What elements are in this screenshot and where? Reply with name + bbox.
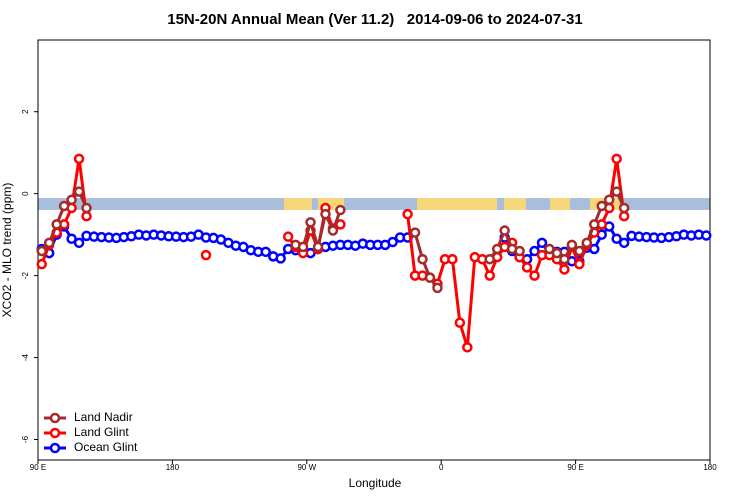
data-point <box>603 194 615 206</box>
data-point <box>51 219 62 230</box>
land-band <box>550 198 570 210</box>
data-point <box>611 233 622 244</box>
land-band <box>504 198 526 210</box>
x-tick-label: 0 <box>439 463 444 472</box>
data-point <box>81 202 92 214</box>
data-point <box>73 237 85 249</box>
data-point <box>618 237 630 249</box>
chart-title: 15N-20N Annual Mean (Ver 11.2) 2014-09-0… <box>167 11 582 28</box>
data-point <box>297 241 309 253</box>
data-point <box>611 153 622 165</box>
ocean-band <box>38 198 710 210</box>
plot-frame <box>37 39 711 461</box>
land-band <box>417 198 497 210</box>
data-point <box>462 342 473 353</box>
data-point <box>260 246 271 258</box>
data-point <box>536 237 548 249</box>
data-point <box>596 200 607 212</box>
data-point <box>36 258 47 270</box>
data-point <box>320 208 331 220</box>
data-point <box>73 153 85 165</box>
data-point <box>529 245 540 257</box>
data-point <box>275 253 286 264</box>
data-point <box>312 241 324 253</box>
data-point <box>529 270 540 281</box>
x-tick-label: 90 E <box>30 463 46 472</box>
legend-marker <box>49 427 61 439</box>
data-point <box>81 210 92 222</box>
data-point <box>43 237 55 249</box>
y-tick-label: 0 <box>21 191 30 196</box>
data-point <box>424 272 436 283</box>
data-point <box>491 243 503 255</box>
y-tick-label: -6 <box>21 435 30 443</box>
data-point <box>521 262 533 273</box>
data-point <box>402 208 413 220</box>
legend-label: Ocean Glint <box>74 440 138 454</box>
data-point <box>611 186 622 197</box>
y-tick-label: 2 <box>21 109 30 114</box>
data-point <box>335 204 346 216</box>
data-point <box>551 247 563 259</box>
data-point <box>589 219 600 230</box>
data-point <box>559 253 570 265</box>
x-tick-label: 90 E <box>567 463 583 472</box>
data-point <box>566 239 578 251</box>
data-point <box>58 200 70 212</box>
data-point <box>618 210 630 222</box>
data-point <box>484 253 495 265</box>
y-tick-label: -2 <box>21 272 30 280</box>
data-point <box>499 225 510 236</box>
data-point <box>581 237 593 249</box>
data-point <box>574 245 585 257</box>
data-point <box>432 282 443 294</box>
data-point <box>484 270 495 281</box>
data-point <box>327 225 339 236</box>
data-point <box>454 317 466 328</box>
legend-label: Land Nadir <box>74 410 133 424</box>
data-point <box>514 245 525 257</box>
legend-marker <box>49 412 61 424</box>
data-point <box>447 253 458 265</box>
data-point <box>589 243 600 255</box>
data-point <box>544 243 555 255</box>
data-point <box>282 231 294 242</box>
data-point <box>559 264 570 275</box>
x-tick-label: 180 <box>166 463 180 472</box>
y-axis-title: XCO2 - MLO trend (ppm) <box>0 183 14 318</box>
data-point <box>409 227 421 238</box>
x-tick-label: 90 W <box>297 463 316 472</box>
data-point <box>200 249 212 261</box>
data-point <box>36 245 47 257</box>
data-point <box>66 233 77 244</box>
data-point <box>417 253 428 265</box>
data-point <box>73 186 85 197</box>
data-point <box>305 217 316 228</box>
data-point <box>66 194 77 206</box>
data-point <box>618 202 630 214</box>
data-point <box>701 230 712 241</box>
x-tick-label: 180 <box>703 463 717 472</box>
data-point <box>387 236 398 248</box>
legend-label: Land Glint <box>74 425 129 439</box>
y-tick-label: -4 <box>21 353 30 361</box>
legend-marker <box>49 442 61 454</box>
land-band <box>284 198 312 210</box>
data-point <box>574 258 585 270</box>
x-axis-title: Longitude <box>349 476 402 490</box>
